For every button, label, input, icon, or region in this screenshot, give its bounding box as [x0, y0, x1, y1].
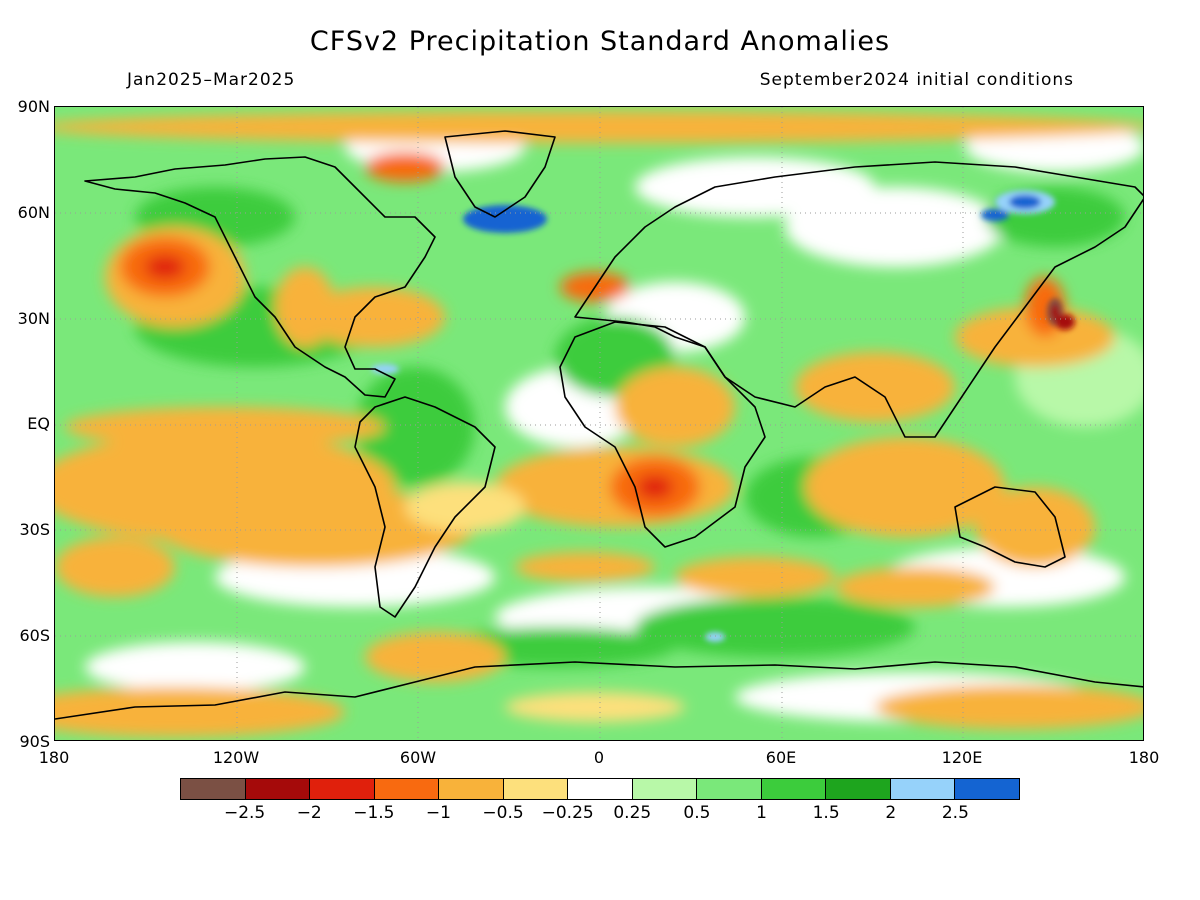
- colorbar-label: −0.25: [541, 803, 594, 823]
- lat-label-eq: EQ: [27, 414, 50, 433]
- lon-label-120w: 120W: [212, 748, 260, 767]
- colorbar-swatch: [181, 779, 246, 799]
- anomaly-blobs: [55, 111, 1143, 737]
- forecast-period: Jan2025–Mar2025: [127, 70, 296, 90]
- colorbar-swatch: [632, 779, 698, 799]
- initial-conditions: September2024 initial conditions: [759, 70, 1074, 90]
- colorbar-swatch: [245, 779, 311, 799]
- lat-label-30n: 30N: [17, 309, 50, 328]
- colorbar-swatch: [826, 779, 891, 799]
- colorbar-swatch: [697, 779, 762, 799]
- lon-label-180w: 180: [38, 748, 70, 767]
- colorbar-label: 1.5: [812, 803, 840, 823]
- lon-label-120e: 120E: [941, 748, 983, 767]
- lat-label-90n: 90N: [17, 97, 50, 116]
- map-title: CFSv2 Precipitation Standard Anomalies: [309, 26, 891, 57]
- lon-label-0: 0: [593, 748, 605, 767]
- anomaly-field: [55, 107, 1143, 740]
- coastlines: [55, 130, 1143, 720]
- colorbar-swatch: [761, 779, 827, 799]
- lon-label-180e: 180: [1128, 748, 1160, 767]
- lat-label-30s: 30S: [19, 520, 50, 539]
- colorbar-label: −2: [296, 803, 322, 823]
- colorbar-label: 1: [756, 803, 767, 823]
- colorbar-label: −2.5: [223, 803, 266, 823]
- lon-label-60e: 60E: [765, 748, 797, 767]
- wet-spots: [371, 190, 1075, 642]
- colorbar-label: 0.5: [683, 803, 711, 823]
- colorbar-label: −1.5: [353, 803, 395, 823]
- colorbar-label: 2.5: [941, 803, 969, 823]
- colorbar-swatch: [503, 779, 569, 799]
- lat-label-90s: 90S: [19, 732, 50, 751]
- colorbar: [180, 778, 1020, 800]
- colorbar-label: 2: [885, 803, 897, 823]
- colorbar-swatch: [955, 779, 1019, 799]
- lon-label-60w: 60W: [399, 748, 437, 767]
- colorbar-swatch: [568, 779, 633, 799]
- lat-label-60s: 60S: [19, 626, 50, 645]
- colorbar-label: 0.25: [613, 803, 652, 823]
- colorbar-swatch: [310, 779, 375, 799]
- colorbar-swatch: [374, 779, 440, 799]
- colorbar-label: −0.5: [482, 803, 524, 823]
- colorbar-swatch: [890, 779, 956, 799]
- lat-label-60n: 60N: [17, 203, 50, 222]
- anomaly-map: [54, 106, 1144, 741]
- colorbar-swatch: [439, 779, 504, 799]
- colorbar-label: −1: [425, 803, 451, 823]
